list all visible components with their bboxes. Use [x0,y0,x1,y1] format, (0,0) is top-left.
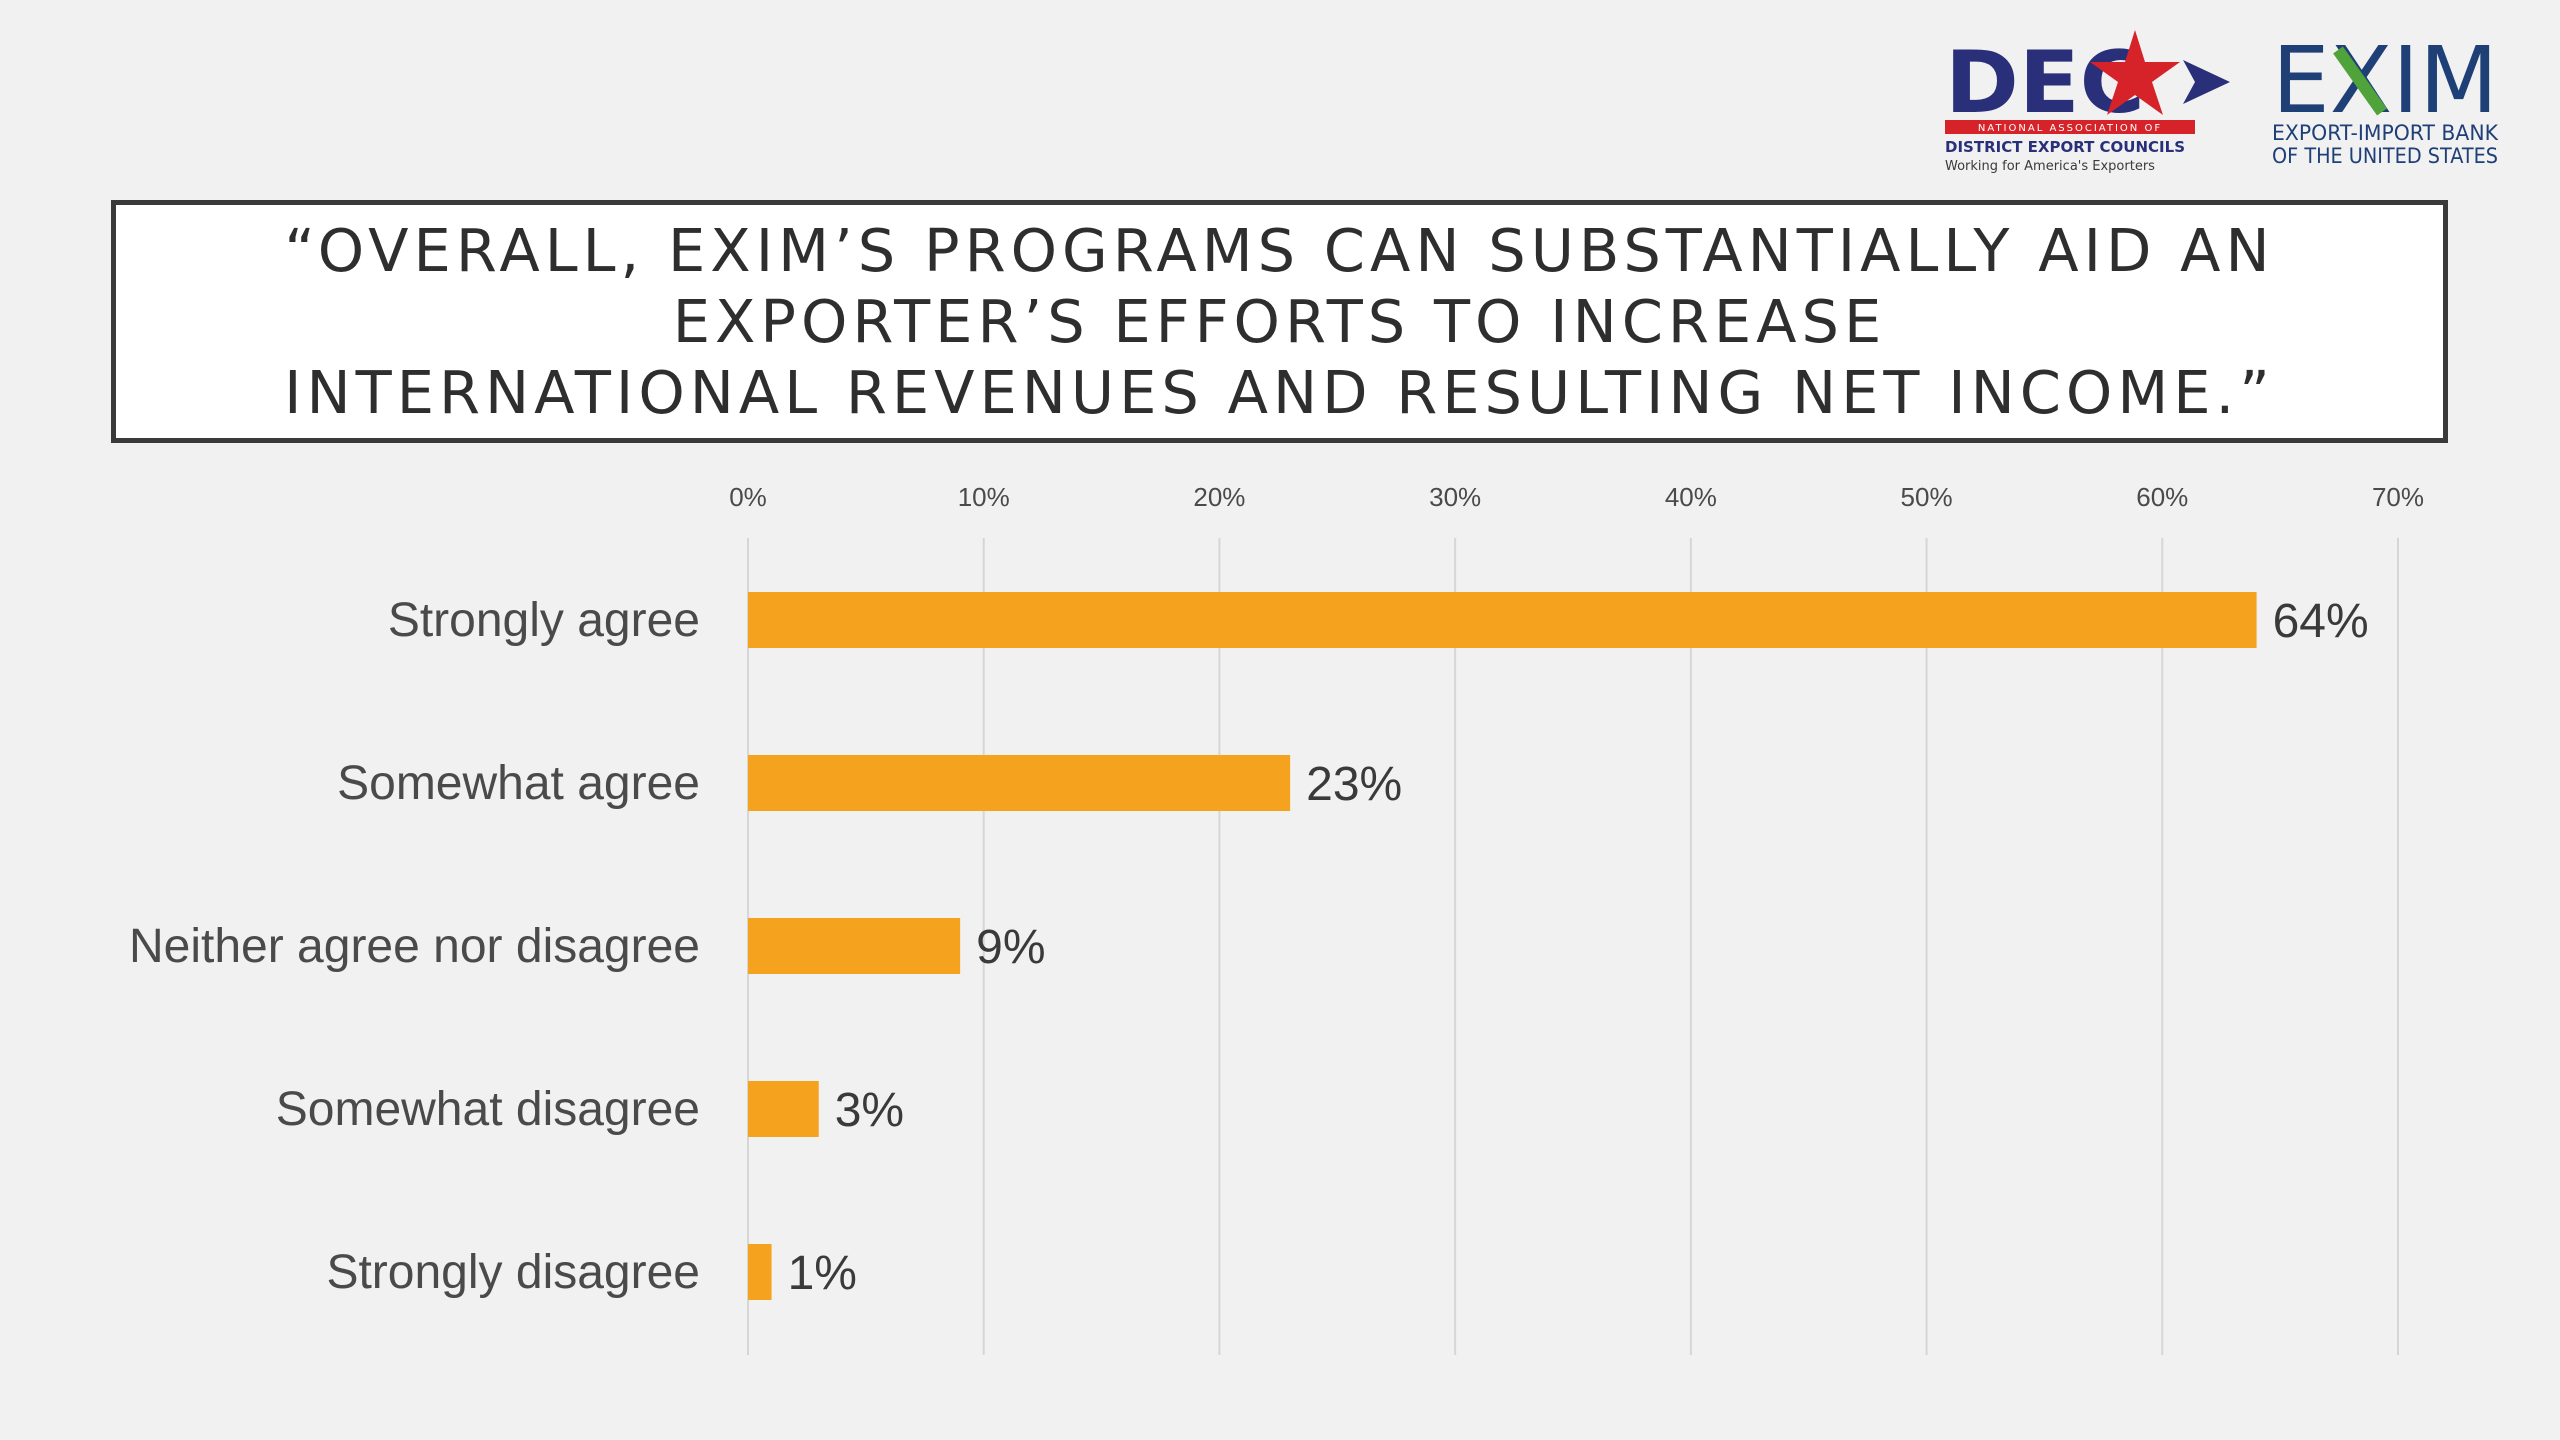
x-tick-label: 0% [729,482,767,512]
value-label: 9% [976,921,1045,974]
bar [748,755,1291,811]
x-tick-label: 60% [2136,482,2188,512]
value-labels: 64% 23% 9% 3% 1% [788,595,2369,1300]
x-tick-label: 20% [1193,482,1245,512]
dec-wordmark: DEC [1945,33,2145,133]
dec-line3: Working for America's Exporters [1945,159,2155,174]
value-label: 3% [835,1084,904,1137]
dec-line2: DISTRICT EXPORT COUNCILS [1945,138,2185,156]
gridlines [747,538,2399,1355]
dec-arrow-icon [2183,60,2230,104]
category-label: Somewhat agree [337,757,700,810]
dec-star-icon [2090,30,2180,115]
exim-line2: OF THE UNITED STATES [2272,144,2498,168]
title-box: “OVERALL, EXIM’S PROGRAMS CAN SUBSTANTIA… [111,200,2448,443]
x-tick-label: 70% [2372,482,2424,512]
bar-chart: 0% 10% 20% 30% 40% 50% 60% 70% Strongly agree So… [129,482,2424,1355]
bar [748,592,2257,648]
x-tick-label: 10% [958,482,1010,512]
category-label: Strongly agree [388,594,700,647]
category-label: Somewhat disagree [276,1083,700,1136]
chart-title: “OVERALL, EXIM’S PROGRAMS CAN SUBSTANTIA… [284,216,2275,427]
x-tick-label: 40% [1665,482,1717,512]
x-tick-label: 30% [1429,482,1481,512]
dec-line1: NATIONAL ASSOCIATION OF [1978,123,2162,134]
category-labels: Strongly agree Somewhat agree Neither agre… [129,594,700,1299]
value-label: 64% [2273,595,2369,648]
exim-logo: EXIM EXPORT-IMPORT BANK OF THE UNITED ST… [2272,30,2499,168]
value-label: 23% [1306,758,1402,811]
bars [748,592,2257,1300]
dec-logo: DEC NATIONAL ASSOCIATION OF DISTRICT EXP… [1945,30,2230,174]
x-axis-ticks: 0% 10% 20% 30% 40% 50% 60% 70% [729,482,2424,512]
category-label: Strongly disagree [326,1246,700,1299]
category-label: Neither agree nor disagree [129,920,700,973]
bar [748,918,961,974]
bar [748,1244,772,1300]
value-label: 1% [788,1247,857,1300]
exim-wordmark: EXIM [2272,30,2498,134]
exim-line1: EXPORT-IMPORT BANK [2272,121,2499,145]
x-tick-label: 50% [1901,482,1953,512]
bar [748,1081,819,1137]
